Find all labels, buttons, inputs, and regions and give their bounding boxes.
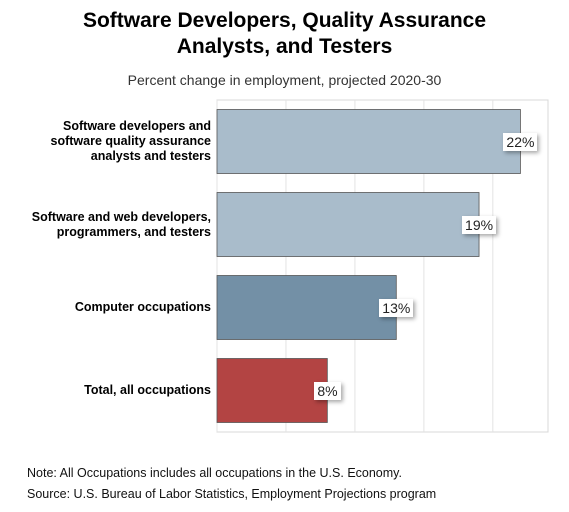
value-label: 8% xyxy=(314,381,341,400)
value-label: 22% xyxy=(503,132,538,151)
chart-title: Software Developers, Quality Assurance An… xyxy=(82,9,487,58)
chart-subtitle: Percent change in employment, projected … xyxy=(127,72,442,88)
category-label: Total, all occupations xyxy=(84,383,211,397)
category-label: Software and web developers, programmers… xyxy=(31,209,211,239)
value-label: 19% xyxy=(462,215,497,234)
category-label: Computer occupations xyxy=(74,300,211,314)
source-text: Source: U.S. Bureau of Labor Statistics,… xyxy=(27,487,437,501)
bar xyxy=(216,358,328,423)
value-label: 13% xyxy=(379,298,414,317)
category-label: Software developers and software quality… xyxy=(50,119,211,163)
note-text: Note: All Occupations includes all occup… xyxy=(27,466,402,480)
bar xyxy=(216,192,480,257)
bar xyxy=(216,275,397,340)
bar xyxy=(216,109,521,174)
